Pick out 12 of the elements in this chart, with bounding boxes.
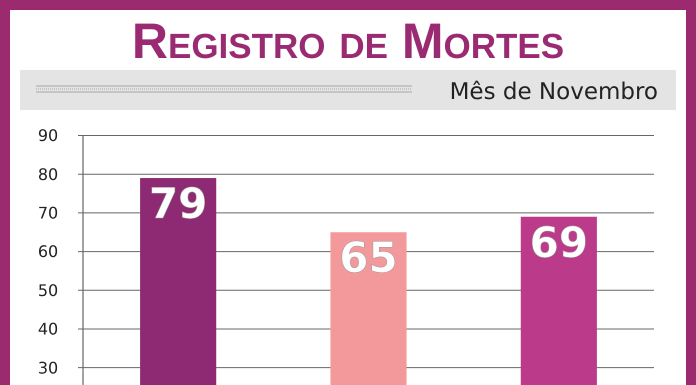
y-tick-label: 70 (38, 203, 58, 222)
chart-title: Registro de Mortes (132, 13, 564, 69)
y-tick-label: 50 (38, 280, 58, 300)
y-tick-label: 80 (38, 164, 58, 184)
data-label: 79 (148, 179, 208, 228)
data-label: 69 (530, 218, 588, 267)
y-tick-label: 60 (38, 242, 58, 262)
y-tick-label: 40 (38, 320, 58, 339)
chart-subtitle: Mês de Novembro (450, 79, 658, 105)
data-label: 65 (339, 233, 398, 282)
y-tick-label: 90 (38, 126, 58, 146)
y-tick-label: 30 (38, 358, 58, 378)
